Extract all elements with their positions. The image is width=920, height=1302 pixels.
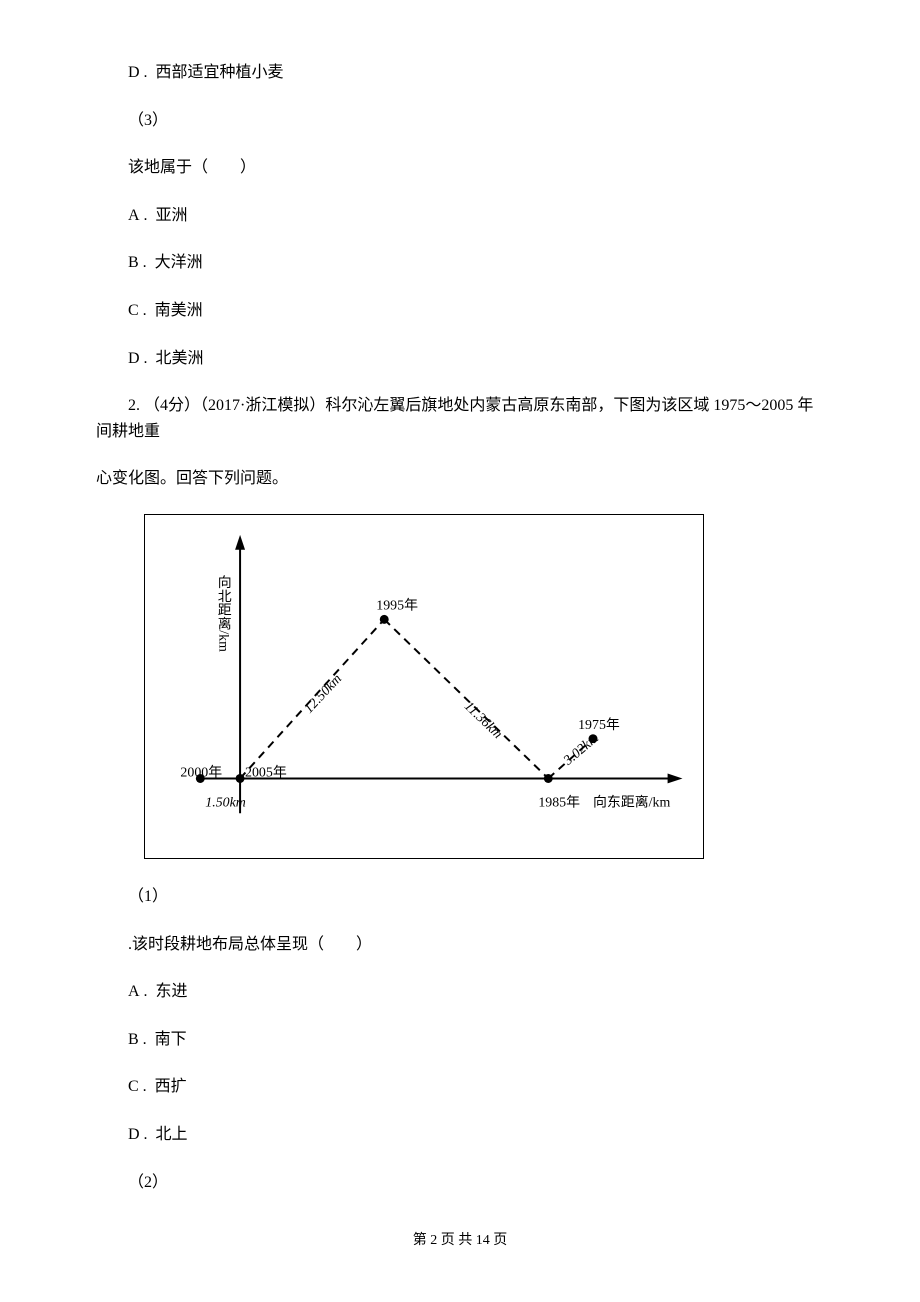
chart-figure: 向北距离/km 向东距离/km 2000年 2005年 1995年 1985年 … [144, 514, 704, 859]
q2-sub2-number: （2） [96, 1170, 824, 1196]
chart-point [380, 615, 389, 624]
q2-stem-line2: 心变化图。回答下列问题。 [96, 466, 824, 492]
q1-option-d: D . 西部适宜种植小麦 [96, 60, 824, 86]
chart-point [236, 774, 245, 783]
q2-sub1-option-b: B . 南下 [96, 1027, 824, 1053]
page-footer: 第 2 页 共 14 页 [96, 1230, 824, 1252]
chart-segment [384, 619, 548, 778]
chart-year-label: 2005年 [245, 764, 287, 780]
q2-sub1-option-a: A . 东进 [96, 979, 824, 1005]
x-axis-arrow-icon [668, 773, 683, 783]
chart-point [544, 774, 553, 783]
q2-sub1-number: （1） [96, 884, 824, 910]
y-axis-label: 向北距离/km [216, 575, 232, 652]
chart-svg: 向北距离/km 向东距离/km 2000年 2005年 1995年 1985年 … [145, 515, 703, 858]
q1-sub3-option-c: C . 南美洲 [96, 298, 824, 324]
q2-stem-line1: 2. （4分）（2017·浙江模拟）科尔沁左翼后旗地处内蒙古高原东南部，下图为该… [96, 393, 824, 444]
q2-sub1-option-c: C . 西扩 [96, 1074, 824, 1100]
q2-sub1-option-d: D . 北上 [96, 1122, 824, 1148]
y-axis-arrow-icon [235, 535, 245, 550]
chart-year-label: 2000年 [180, 764, 222, 780]
chart-year-label: 1985年 [538, 794, 580, 810]
q1-sub3-option-b: B . 大洋洲 [96, 250, 824, 276]
q1-sub3-option-d: D . 北美洲 [96, 346, 824, 372]
q1-sub3-number: （3） [96, 108, 824, 134]
q2-sub1-stem: .该时段耕地布局总体呈现（ ） [96, 932, 824, 958]
chart-segment-label: 12.50km [302, 672, 345, 717]
chart-segment-label: 3.02km [560, 731, 601, 769]
chart-year-label: 1975年 [578, 717, 620, 733]
q1-sub3-stem: 该地属于（ ） [96, 155, 824, 181]
chart-segment-label: 1.50km [205, 795, 246, 810]
chart-segment-label: 11.36km [461, 699, 505, 742]
chart-year-label: 1995年 [376, 597, 418, 613]
q1-sub3-option-a: A . 亚洲 [96, 203, 824, 229]
x-axis-label: 向东距离/km [593, 793, 670, 810]
